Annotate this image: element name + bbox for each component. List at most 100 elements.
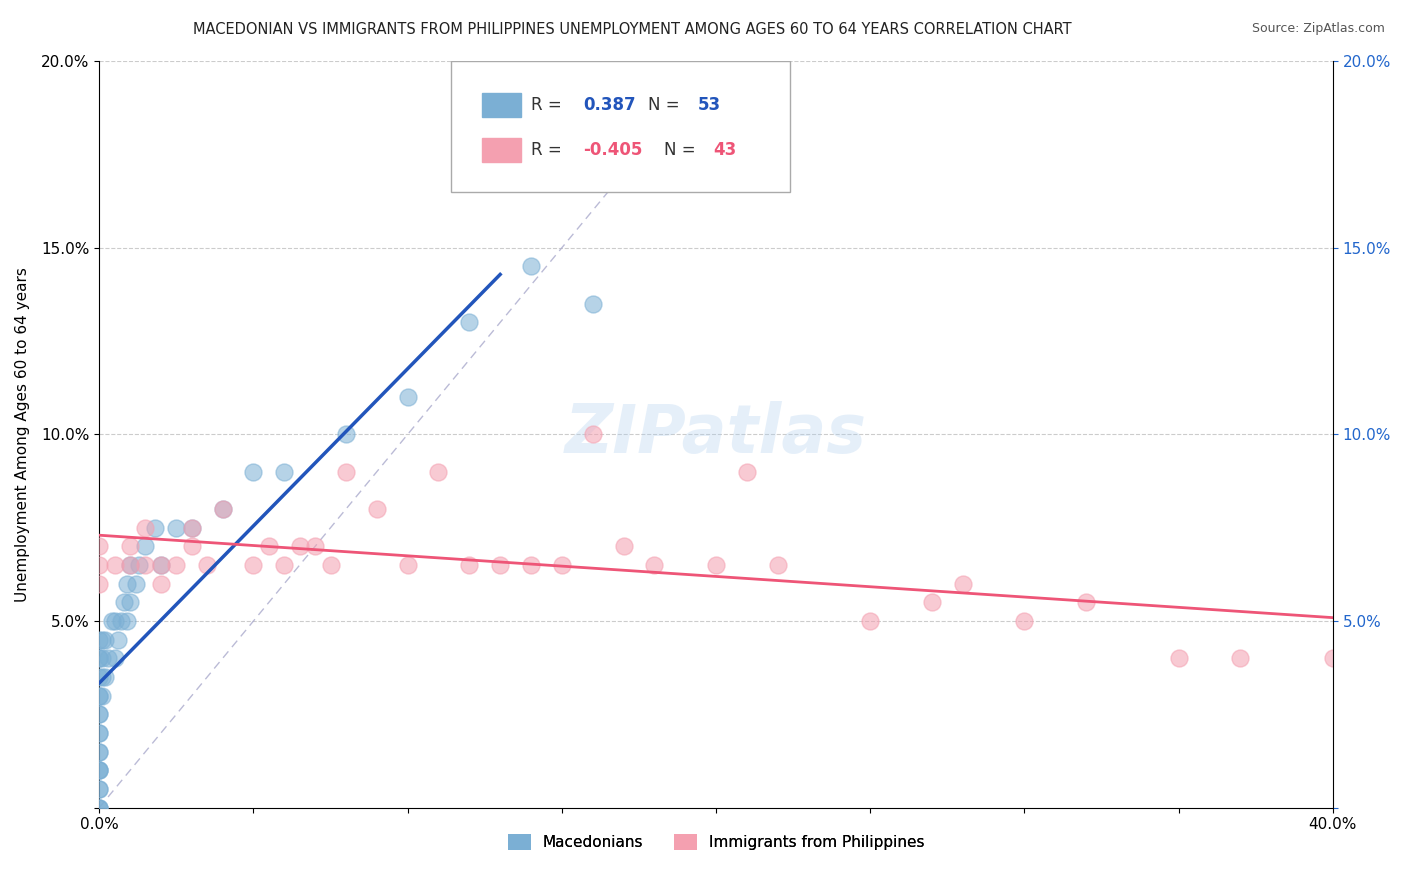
Point <box>125 576 148 591</box>
Point <box>89 726 111 740</box>
Point <box>143 521 166 535</box>
Point <box>458 315 481 329</box>
Point <box>89 782 111 797</box>
Point <box>91 651 114 665</box>
Point <box>134 540 156 554</box>
Text: N =: N = <box>648 96 685 114</box>
Text: N =: N = <box>664 141 702 159</box>
Point <box>396 390 419 404</box>
Point <box>118 558 141 572</box>
Point <box>149 576 172 591</box>
Point <box>859 614 882 628</box>
Text: 43: 43 <box>714 141 737 159</box>
Point <box>273 465 295 479</box>
Point <box>288 540 311 554</box>
Legend: Macedonians, Immigrants from Philippines: Macedonians, Immigrants from Philippines <box>502 828 931 856</box>
Point <box>952 576 974 591</box>
Point <box>89 689 111 703</box>
FancyBboxPatch shape <box>451 62 790 192</box>
Point <box>91 689 114 703</box>
Text: -0.405: -0.405 <box>583 141 643 159</box>
Text: 0.387: 0.387 <box>583 96 636 114</box>
Point <box>91 670 114 684</box>
Point <box>766 558 789 572</box>
Point <box>273 558 295 572</box>
Point <box>104 558 127 572</box>
Point <box>89 764 111 778</box>
Point <box>643 558 665 572</box>
Point <box>582 427 605 442</box>
Point <box>582 297 605 311</box>
Point <box>89 745 111 759</box>
Point <box>134 558 156 572</box>
Bar <box>482 138 522 162</box>
Point <box>427 465 450 479</box>
Point <box>89 782 111 797</box>
Point <box>112 595 135 609</box>
Point <box>211 502 233 516</box>
Text: R =: R = <box>531 141 567 159</box>
Point <box>149 558 172 572</box>
Point <box>115 576 138 591</box>
Point <box>89 707 111 722</box>
Text: MACEDONIAN VS IMMIGRANTS FROM PHILIPPINES UNEMPLOYMENT AMONG AGES 60 TO 64 YEARS: MACEDONIAN VS IMMIGRANTS FROM PHILIPPINE… <box>194 22 1071 37</box>
Point <box>704 558 727 572</box>
Point <box>149 558 172 572</box>
Point <box>100 614 122 628</box>
Point <box>118 558 141 572</box>
Point <box>89 558 111 572</box>
Point <box>458 558 481 572</box>
Point <box>104 614 127 628</box>
Point <box>89 800 111 814</box>
Text: R =: R = <box>531 96 567 114</box>
Point <box>128 558 150 572</box>
Point <box>520 558 543 572</box>
Point <box>1322 651 1344 665</box>
Point <box>396 558 419 572</box>
Point <box>89 651 111 665</box>
Point <box>89 689 111 703</box>
Point <box>1167 651 1189 665</box>
Point <box>89 651 111 665</box>
Point <box>735 465 758 479</box>
Point <box>89 632 111 647</box>
Point <box>520 260 543 274</box>
Point <box>97 651 120 665</box>
Point <box>118 540 141 554</box>
Point <box>89 800 111 814</box>
Point <box>165 558 187 572</box>
Bar <box>482 94 522 117</box>
Point <box>257 540 280 554</box>
Point <box>335 427 357 442</box>
Point <box>89 764 111 778</box>
Text: ZIPatlas: ZIPatlas <box>565 401 868 467</box>
Point <box>89 745 111 759</box>
Point <box>180 521 202 535</box>
Point <box>94 632 117 647</box>
Point <box>304 540 326 554</box>
Point <box>921 595 943 609</box>
Text: 53: 53 <box>697 96 721 114</box>
Point <box>335 465 357 479</box>
Point <box>1076 595 1098 609</box>
Point <box>180 521 202 535</box>
Point <box>89 726 111 740</box>
Point <box>118 595 141 609</box>
Point <box>195 558 218 572</box>
Point <box>319 558 342 572</box>
Point <box>134 521 156 535</box>
Point <box>242 465 264 479</box>
Point <box>89 800 111 814</box>
Point <box>104 651 127 665</box>
Point <box>89 576 111 591</box>
Point <box>89 707 111 722</box>
Point <box>107 632 129 647</box>
Point <box>551 558 574 572</box>
Point <box>110 614 132 628</box>
Point <box>211 502 233 516</box>
Point <box>612 540 634 554</box>
Point <box>366 502 388 516</box>
Text: Source: ZipAtlas.com: Source: ZipAtlas.com <box>1251 22 1385 36</box>
Point <box>115 614 138 628</box>
Point <box>94 670 117 684</box>
